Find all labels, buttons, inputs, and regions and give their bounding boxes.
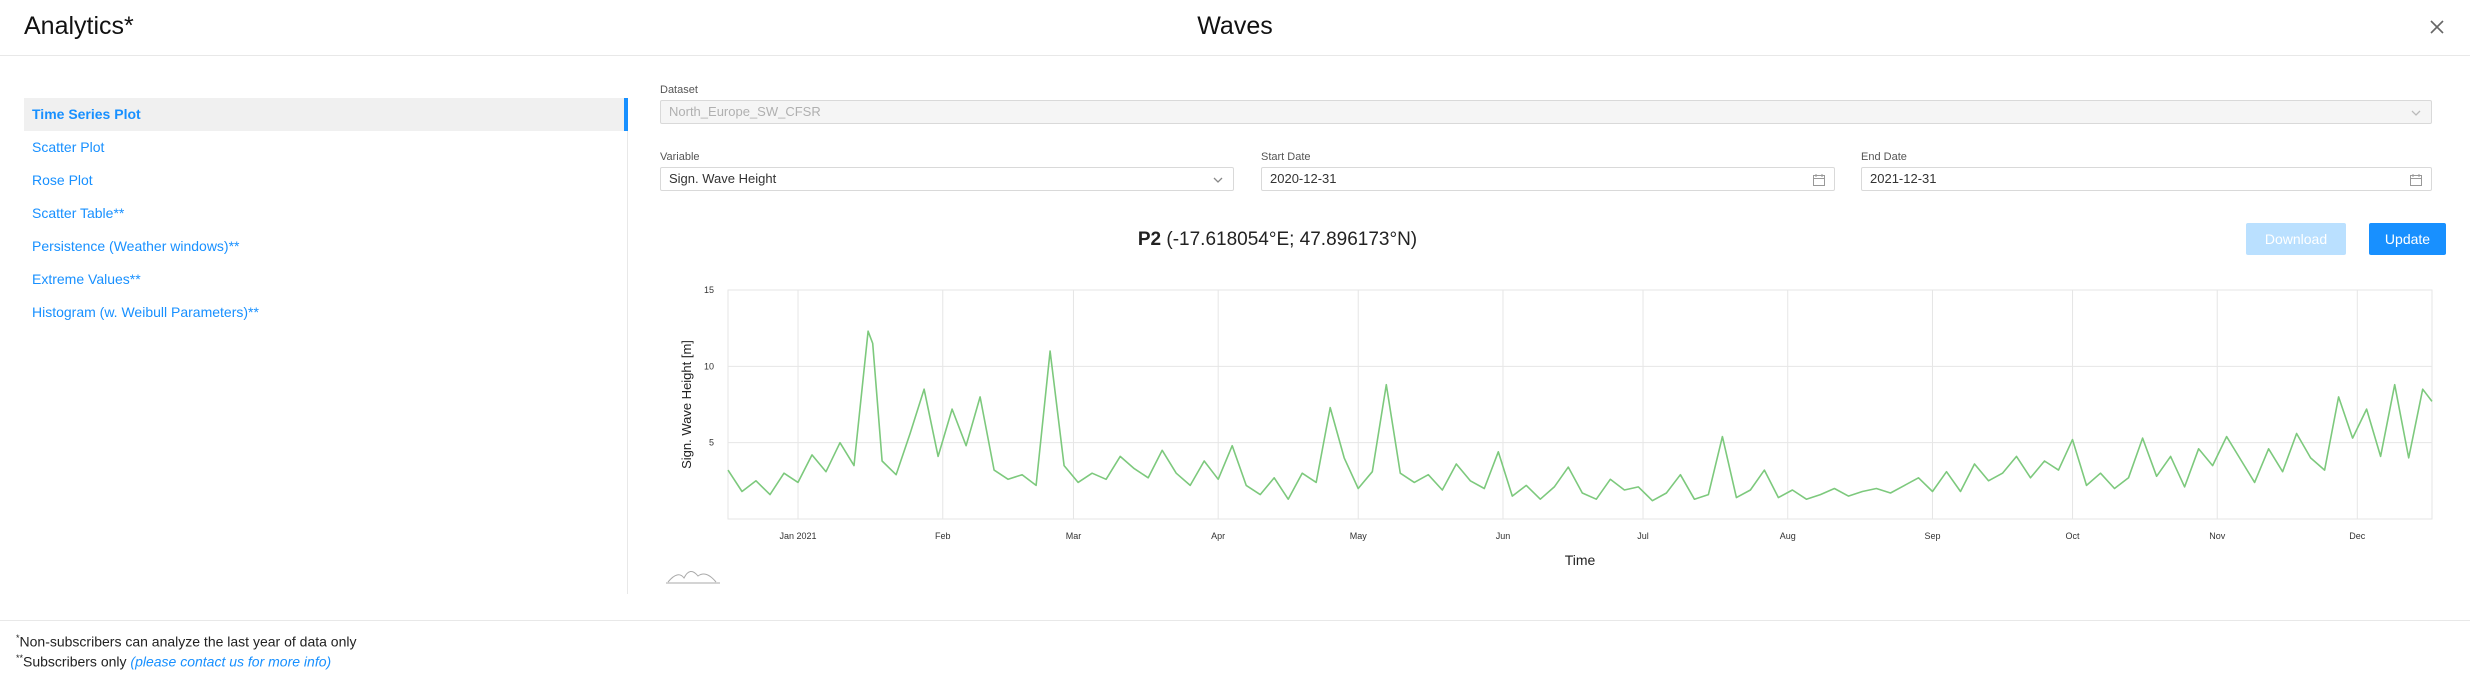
x-axis-label: Time	[1565, 552, 1596, 568]
chart-title: P2 (-17.618054°E; 47.896173°N)	[700, 229, 1855, 251]
contact-link[interactable]: (please contact us for more info)	[130, 653, 332, 670]
x-tick-label: Oct	[2066, 531, 2081, 541]
menu-item-scatter-plot[interactable]: Scatter Plot	[32, 139, 105, 155]
close-icon[interactable]	[2426, 16, 2448, 38]
variable-value: Sign. Wave Height	[669, 171, 777, 186]
y-tick-label: 5	[709, 438, 714, 448]
variable-label: Variable	[660, 151, 700, 163]
menu-item-time-series-plot[interactable]: Time Series Plot	[24, 98, 628, 131]
menu-item-rose-plot[interactable]: Rose Plot	[32, 172, 93, 188]
calendar-icon	[2410, 174, 2422, 186]
dataset-label: Dataset	[660, 84, 698, 96]
x-tick-label: May	[1350, 531, 1368, 541]
chart-title-point: P2	[1137, 229, 1162, 250]
modal-header: Analytics* Waves	[0, 0, 2470, 56]
time-series-chart: 5 10 15 Jan 2021 Feb Mar Apr May Jun Jul Aug Sep Oct…	[666, 285, 2433, 584]
page-title: Waves	[1197, 12, 1273, 40]
chevron-down-icon	[2411, 110, 2421, 116]
end-date-value: 2021-12-31	[1870, 171, 1937, 186]
calendar-icon	[1813, 174, 1825, 186]
chart-title-coords: (-17.618054°E; 47.896173°N)	[1166, 229, 1418, 250]
update-button[interactable]: Update	[2369, 223, 2446, 255]
variable-select[interactable]: Sign. Wave Height	[660, 167, 1234, 191]
dataset-value: North_Europe_SW_CFSR	[669, 104, 821, 119]
x-tick-label: Sep	[1924, 531, 1940, 541]
footer-notes: *Non-subscribers can analyze the last ye…	[0, 620, 2470, 684]
x-tick-label: Dec	[2349, 531, 2366, 541]
start-date-input[interactable]: 2020-12-31	[1261, 167, 1835, 191]
menu-item-scatter-table[interactable]: Scatter Table**	[32, 205, 125, 221]
y-axis-label: Sign. Wave Height [m]	[679, 340, 694, 469]
x-tick-label: Apr	[1211, 531, 1225, 541]
y-tick-label: 10	[704, 361, 714, 371]
footnote-mark-2: **	[16, 653, 24, 663]
y-tick-label: 15	[704, 285, 714, 295]
wave-logo-icon	[667, 571, 717, 583]
end-date-label: End Date	[1861, 151, 1907, 163]
start-date-label: Start Date	[1261, 151, 1311, 163]
plot-area	[727, 289, 2433, 520]
download-button[interactable]: Download	[2246, 223, 2346, 255]
x-tick-label: Feb	[935, 531, 951, 541]
x-tick-label: Jun	[1496, 531, 1511, 541]
end-date-input[interactable]: 2021-12-31	[1861, 167, 2432, 191]
x-tick-label: Nov	[2209, 531, 2226, 541]
menu-item-extreme-values[interactable]: Extreme Values**	[32, 271, 141, 287]
menu-item-histogram[interactable]: Histogram (w. Weibull Parameters)**	[32, 304, 259, 320]
footnote-mark-1: *	[16, 633, 20, 643]
footnote-text-2: Subscribers only	[23, 653, 131, 670]
footnote-subscribers: **Subscribers only (please contact us fo…	[16, 653, 331, 670]
menu-item-persistence[interactable]: Persistence (Weather windows)**	[32, 238, 240, 254]
app-title: Analytics*	[24, 12, 134, 40]
dataset-select: North_Europe_SW_CFSR	[660, 100, 2432, 124]
x-tick-label: Aug	[1780, 531, 1796, 541]
series-line	[727, 330, 2433, 502]
chevron-down-icon	[1213, 177, 1223, 183]
footnote-nonsubscribers: *Non-subscribers can analyze the last ye…	[16, 633, 356, 650]
footnote-text-1: Non-subscribers can analyze the last yea…	[19, 633, 357, 650]
analysis-type-menu: Time Series Plot Scatter Plot Rose Plot …	[24, 98, 628, 594]
start-date-value: 2020-12-31	[1270, 171, 1337, 186]
x-tick-label: Jul	[1637, 531, 1649, 541]
x-tick-label: Mar	[1066, 531, 1082, 541]
x-tick-label: Jan 2021	[780, 531, 817, 541]
